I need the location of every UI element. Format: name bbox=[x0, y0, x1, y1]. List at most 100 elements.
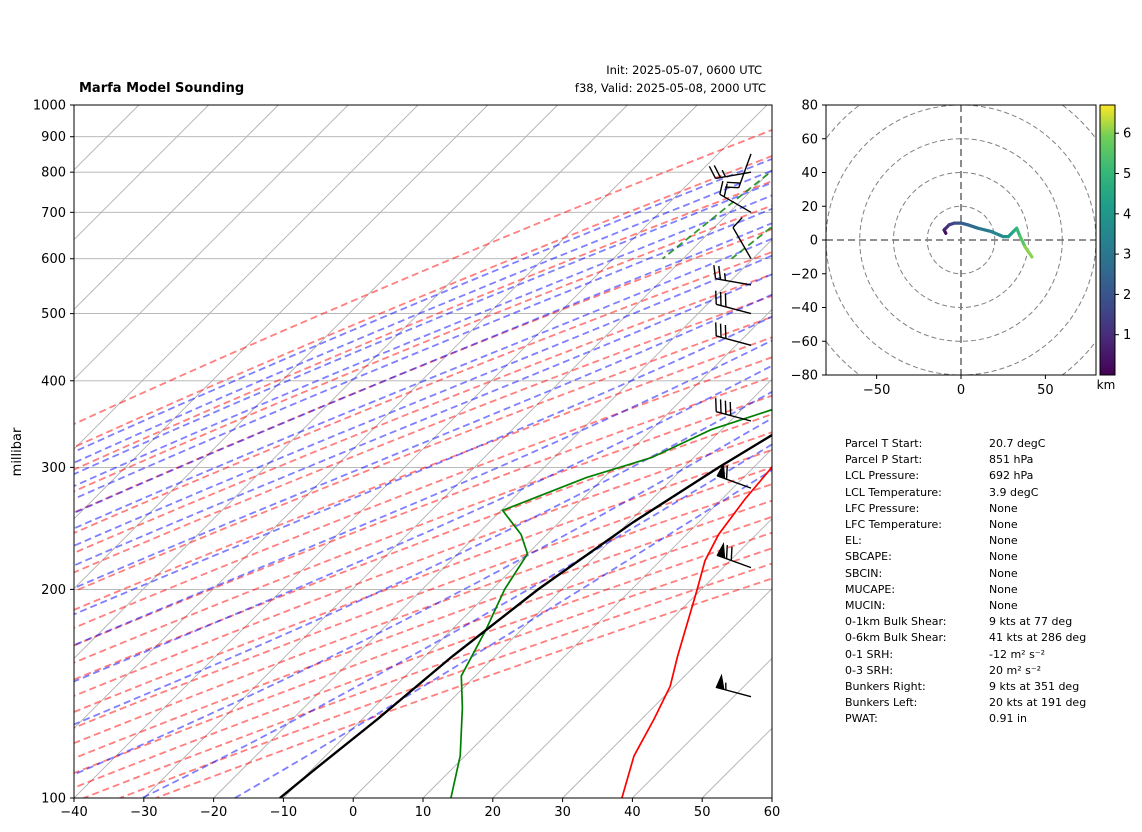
mixing-ratio-line bbox=[823, 105, 1023, 259]
hodo-y-tick-label: −80 bbox=[791, 369, 818, 384]
moist-adiabat bbox=[74, 315, 772, 616]
parcel-profile bbox=[279, 433, 772, 798]
dewpoint-profile bbox=[450, 408, 772, 798]
x-tick-label: 10 bbox=[415, 805, 432, 820]
skewt-axis-ticks: −40 −30 −20 −10 0 10 20 30 40 50 60 1000 900 800 700 60… bbox=[33, 99, 780, 821]
wind-barb bbox=[715, 290, 752, 315]
dry-adiabat bbox=[74, 228, 772, 514]
param-label: PWAT: bbox=[845, 712, 878, 726]
moist-adiabat bbox=[74, 181, 772, 476]
hodo-y-tick-label: −40 bbox=[791, 301, 818, 316]
hodo-y-tick-label: −20 bbox=[791, 267, 818, 282]
moist-adiabat bbox=[74, 194, 772, 488]
dry-adiabat bbox=[74, 251, 772, 534]
height-colorbar bbox=[1099, 104, 1116, 376]
dry-adiabat bbox=[74, 129, 772, 425]
hodograph-segment bbox=[976, 226, 994, 234]
param-row: PWAT: 0.91 in bbox=[845, 711, 1135, 727]
moist-adiabat bbox=[74, 237, 772, 530]
x-tick-label: −30 bbox=[130, 805, 157, 820]
param-value: -12 m² s⁻² bbox=[989, 647, 1046, 661]
chart-title: Marfa Model Sounding bbox=[79, 81, 244, 96]
param-value: 9 kts at 77 deg bbox=[989, 615, 1073, 629]
isotherm-line bbox=[74, 105, 489, 520]
param-value: 692 hPa bbox=[989, 469, 1034, 483]
param-label: EL: bbox=[845, 534, 862, 548]
param-row: SBCIN: None bbox=[845, 566, 1135, 582]
x-tick-label: 20 bbox=[485, 805, 502, 820]
dry-adiabat bbox=[74, 356, 772, 629]
colorbar-tick-label: 4 bbox=[1123, 207, 1131, 222]
y-tick-label: 100 bbox=[41, 792, 66, 807]
y-tick-label: 900 bbox=[41, 130, 66, 145]
hodo-y-tick-label: 0 bbox=[810, 234, 818, 249]
mixing-ratio-line bbox=[869, 105, 1072, 259]
param-value: 9 kts at 351 deg bbox=[989, 680, 1080, 694]
valid-time: f38, Valid: 2025-05-08, 2000 UTC bbox=[575, 81, 766, 95]
param-row: Parcel T Start: 20.7 degC bbox=[845, 436, 1135, 452]
skewt-profiles bbox=[279, 408, 772, 798]
hodo-y-tick-label: −60 bbox=[791, 335, 818, 350]
wind-barb bbox=[719, 180, 752, 213]
colorbar-tick-label: 1 bbox=[1123, 328, 1131, 343]
param-value: 3.9 degC bbox=[989, 485, 1039, 499]
isotherm-line bbox=[74, 105, 628, 660]
colorbar-ticks: 1 2 3 4 5 6 bbox=[1115, 127, 1131, 343]
wind-barbs bbox=[708, 153, 752, 698]
hodo-x-tick-label: 50 bbox=[1037, 383, 1054, 398]
colorbar-label: km bbox=[1097, 378, 1116, 392]
param-row: 0-1km Bulk Shear: 9 kts at 77 deg bbox=[845, 614, 1135, 630]
param-label: Bunkers Left: bbox=[845, 696, 918, 710]
param-label: LCL Pressure: bbox=[845, 469, 920, 483]
moist-adiabat bbox=[74, 254, 772, 547]
isotherm-line bbox=[74, 105, 698, 729]
param-row: Bunkers Right: 9 kts at 351 deg bbox=[845, 679, 1135, 695]
isotherm-line bbox=[562, 587, 772, 798]
dry-adiabat bbox=[74, 375, 772, 647]
init-time: Init: 2025-05-07, 0600 UTC bbox=[606, 63, 762, 77]
colorbar-tick-label: 2 bbox=[1123, 288, 1131, 303]
isotherm-line bbox=[492, 518, 772, 798]
param-label: Parcel P Start: bbox=[845, 453, 923, 467]
param-label: LFC Pressure: bbox=[845, 501, 920, 515]
wind-barb bbox=[732, 217, 752, 260]
param-row: Parcel P Start: 851 hPa bbox=[845, 452, 1135, 468]
param-value: None bbox=[989, 518, 1018, 532]
param-label: 0-1km Bulk Shear: bbox=[845, 615, 947, 629]
hodograph-segment bbox=[1018, 235, 1027, 249]
param-row: MUCAPE: None bbox=[845, 582, 1135, 598]
param-label: MUCIN: bbox=[845, 599, 886, 613]
param-row: 0-1 SRH: -12 m² s⁻² bbox=[845, 647, 1135, 663]
param-row: SBCAPE: None bbox=[845, 549, 1135, 565]
wind-barb bbox=[716, 462, 752, 489]
param-value: None bbox=[989, 550, 1018, 564]
hodograph: −50 0 50 −80 −60 −40 −20 0 20 40 60 80 1 2 3 4 5 6 km bbox=[791, 99, 1132, 399]
y-tick-label: 400 bbox=[41, 374, 66, 389]
x-tick-label: 30 bbox=[554, 805, 571, 820]
dry-adiabat bbox=[74, 180, 772, 471]
param-label: SBCAPE: bbox=[845, 550, 892, 564]
y-tick-label: 300 bbox=[41, 461, 66, 476]
isotherm-line bbox=[74, 105, 419, 450]
colorbar-tick-label: 3 bbox=[1123, 248, 1131, 263]
param-label: LFC Temperature: bbox=[845, 518, 943, 532]
param-label: LCL Temperature: bbox=[845, 485, 942, 499]
wind-barb bbox=[715, 673, 752, 698]
sounding-parameters: Parcel T Start: 20.7 degC Parcel P Start: 8… bbox=[845, 436, 1135, 728]
wind-barb bbox=[716, 542, 752, 569]
hodograph-segment bbox=[989, 230, 1005, 239]
dry-adiabat bbox=[74, 431, 772, 697]
param-row: Bunkers Left: 20 kts at 191 deg bbox=[845, 695, 1135, 711]
hodograph-rings bbox=[826, 105, 1096, 375]
hodo-y-tick-label: 20 bbox=[801, 200, 818, 215]
isotherm-line bbox=[74, 105, 558, 590]
dry-adiabat bbox=[74, 204, 772, 493]
isotherm-line bbox=[74, 105, 768, 798]
hodo-y-tick-label: 60 bbox=[801, 132, 818, 147]
isotherm-line bbox=[213, 238, 772, 798]
dry-adiabat bbox=[74, 499, 772, 760]
param-value: 20 kts at 191 deg bbox=[989, 696, 1087, 710]
dry-adiabat bbox=[74, 515, 772, 775]
wind-barb bbox=[715, 322, 752, 346]
wind-barb bbox=[713, 265, 752, 286]
